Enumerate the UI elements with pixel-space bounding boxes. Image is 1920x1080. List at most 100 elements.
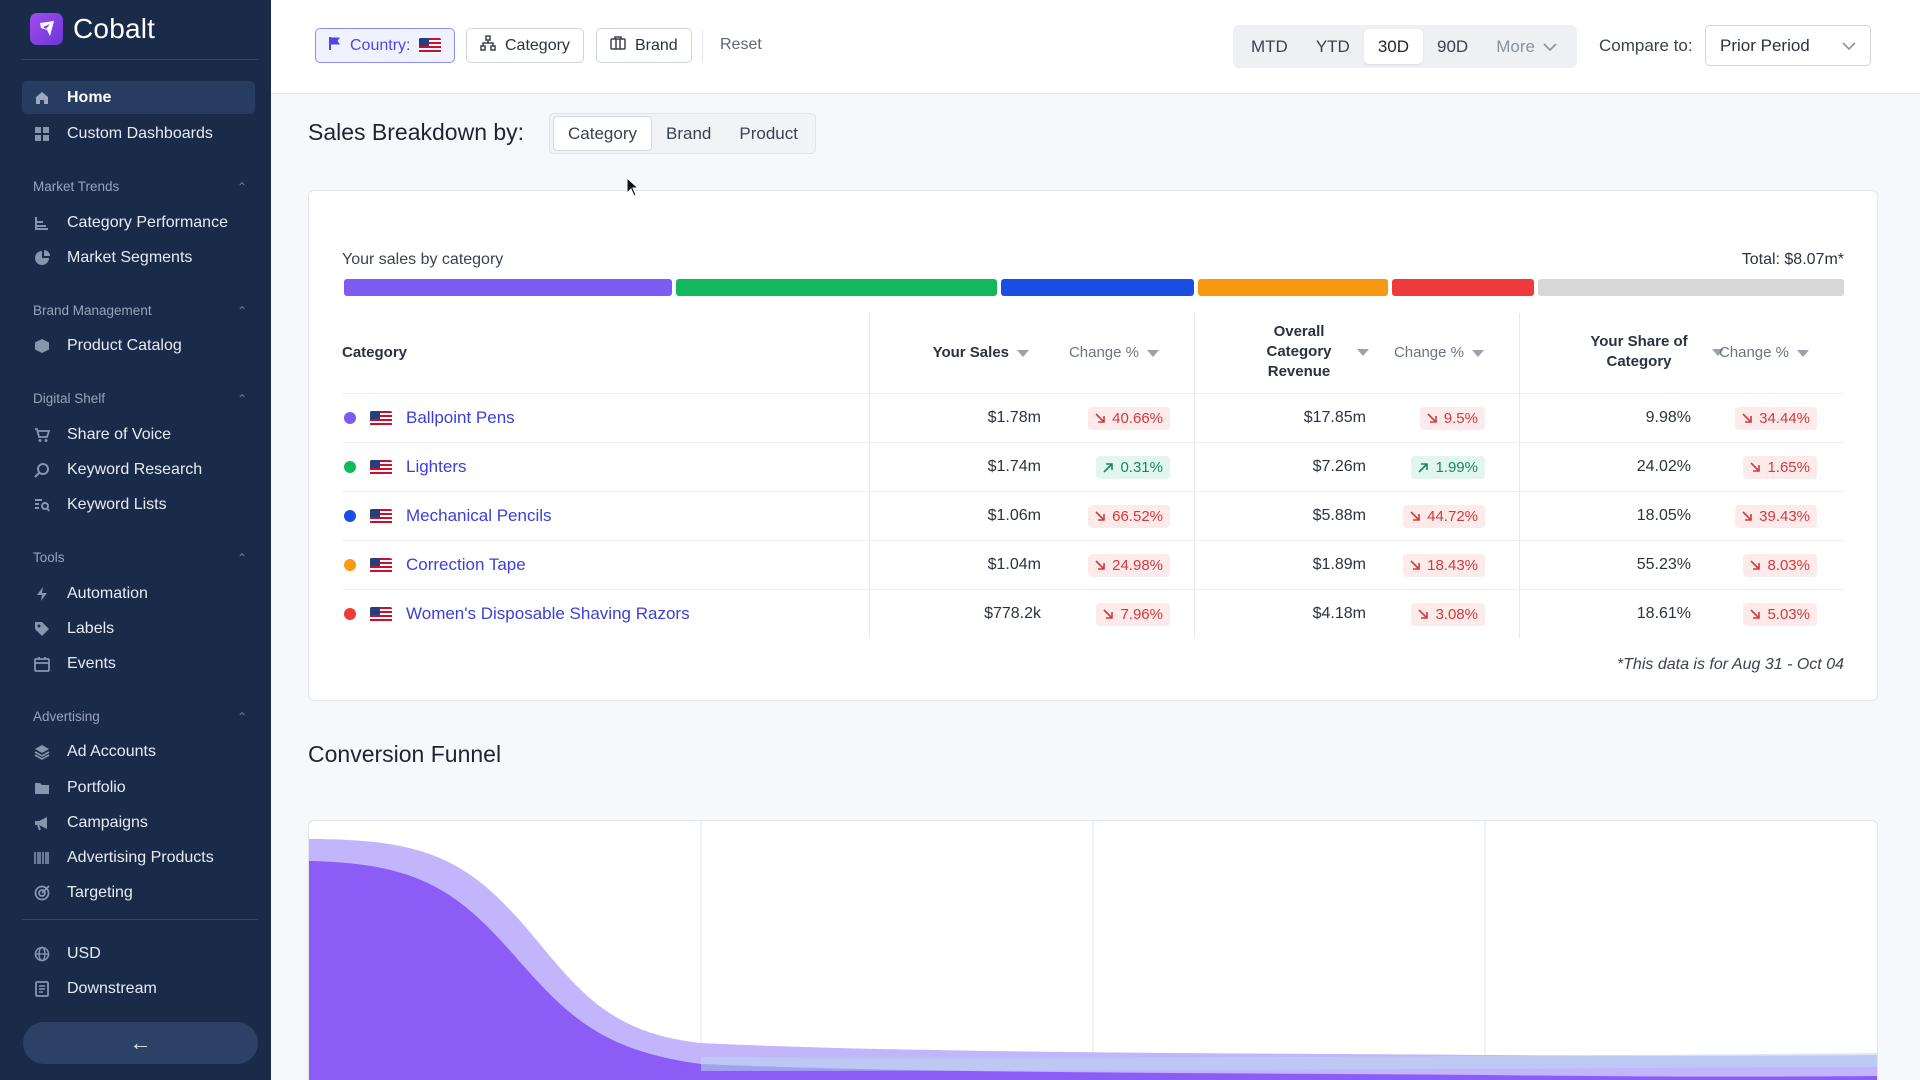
header-revenue-change[interactable]: Change % [1374,343,1484,363]
sidebar-item-usd[interactable]: USD [22,937,255,970]
hierarchy-icon [480,35,496,56]
globe-icon [33,945,51,963]
period-30d-button[interactable]: 30D [1363,29,1424,64]
share-value: 24.02% [1636,458,1691,475]
section-digital-shelf[interactable]: Digital Shelf ⌃ [33,391,247,406]
revenue-change-cell: 18.43% [1375,541,1485,589]
share-cell: 55.23% [1552,541,1691,589]
share-segment-other[interactable] [1538,279,1844,296]
tab-brand[interactable]: Brand [665,123,712,143]
category-link[interactable]: Ballpoint Pens [406,408,515,427]
category-link[interactable]: Mechanical Pencils [406,506,552,525]
brand-filter-label: Brand [635,36,678,54]
sales-by-category-card: Your sales by category Total: $8.07m* Ca… [308,190,1878,701]
folder-icon [33,779,51,797]
header-sales-change[interactable]: Change % [1049,343,1159,363]
header-share-of-category[interactable]: Your Share of Category [1539,332,1724,372]
trend-up-arrow-icon [1418,462,1429,473]
share-segment-mechanical-pencils[interactable] [1001,279,1194,296]
flag-icon [329,36,341,56]
section-title: Digital Shelf [33,391,106,406]
change-badge: 8.03% [1743,553,1817,577]
brand-name: Cobalt [73,13,156,44]
trend-down-arrow-icon [1103,608,1114,620]
header-overall-category-revenue[interactable]: Overall Category Revenue [1229,322,1369,382]
header-share-change[interactable]: Change % [1699,343,1809,363]
sidebar-item-downstream[interactable]: Downstream [22,972,255,1005]
calendar-icon [33,655,51,673]
target-icon [33,884,51,902]
brand-filter-button[interactable]: Brand [596,28,692,63]
share-segment-ballpoint-pens[interactable] [344,279,672,296]
sidebar-item-labels[interactable]: Labels [22,612,255,645]
change-value: 5.03% [1767,605,1810,623]
category-tree-icon [33,214,51,232]
sidebar-item-custom-dashboards[interactable]: Custom Dashboards [22,117,255,150]
change-badge: 34.44% [1735,406,1817,430]
pie-chart-icon [33,249,51,267]
box-icon [33,337,51,355]
period-mtd-button[interactable]: MTD [1251,36,1288,56]
your-sales-cell: $1.06m [902,492,1041,540]
search-icon [33,461,51,479]
overall-revenue-value: $4.18m [1312,605,1366,622]
category-filter-button[interactable]: Category [466,28,584,63]
header-your-sales[interactable]: Your Sales [869,343,1029,363]
sidebar-item-advertising-products[interactable]: Advertising Products [22,841,255,874]
chevron-up-icon: ⌃ [236,550,247,565]
period-90d-button[interactable]: 90D [1437,36,1469,56]
share-segment-razors[interactable] [1392,279,1534,296]
sidebar-item-home[interactable]: Home [22,81,255,114]
category-link[interactable]: Correction Tape [406,555,526,574]
sidebar-item-label: Advertising Products [67,848,214,866]
sidebar-item-targeting[interactable]: Targeting [22,876,255,909]
category-link[interactable]: Lighters [406,457,467,476]
sidebar-item-keyword-research[interactable]: Keyword Research [22,453,255,486]
document-icon [33,980,51,998]
section-brand-management[interactable]: Brand Management ⌃ [33,303,247,318]
section-title: Brand Management [33,303,152,318]
section-tools[interactable]: Tools ⌃ [33,550,247,565]
sidebar-item-label: Events [67,654,116,672]
sidebar-item-market-segments[interactable]: Market Segments [22,241,255,274]
sidebar-item-label: Product Catalog [67,336,182,354]
share-segment-lighters[interactable] [676,279,997,296]
sidebar-item-portfolio[interactable]: Portfolio [22,771,255,804]
sort-caret-icon [1147,349,1159,357]
sidebar-item-product-catalog[interactable]: Product Catalog [22,329,255,362]
sidebar-item-label: Share of Voice [67,425,172,443]
sidebar-item-automation[interactable]: Automation [22,577,255,610]
sort-caret-icon [1712,348,1724,356]
sidebar-item-keyword-lists[interactable]: Keyword Lists [22,488,255,521]
share-segment-correction-tape[interactable] [1198,279,1388,296]
brand-logo[interactable]: Cobalt [30,13,155,45]
change-value: 0.31% [1120,458,1163,476]
section-advertising[interactable]: Advertising ⌃ [33,709,247,724]
collapse-sidebar-button[interactable]: ← [23,1022,258,1064]
funnel-inner-area[interactable] [309,861,1878,1080]
country-filter-button[interactable]: Country: [315,28,456,63]
share-cell: 9.98% [1552,394,1691,442]
header-category[interactable]: Category [342,343,407,363]
section-market-trends[interactable]: Market Trends ⌃ [33,179,247,194]
sidebar-item-share-of-voice[interactable]: Share of Voice [22,418,255,451]
compare-to-label: Compare to: [1599,36,1693,55]
period-ytd-button[interactable]: YTD [1315,36,1350,56]
conversion-funnel-chart [308,820,1878,1080]
sidebar-item-ad-accounts[interactable]: Ad Accounts [22,735,255,768]
compare-to-select[interactable]: Prior Period [1705,25,1871,66]
change-value: 1.99% [1435,458,1478,476]
filter-divider [702,30,703,62]
change-value: 34.44% [1759,409,1810,427]
reset-filters-button[interactable]: Reset [720,36,762,53]
category-link[interactable]: Women's Disposable Shaving Razors [406,604,690,623]
tab-product[interactable]: Product [739,123,798,143]
sidebar: Cobalt Home Custom Dashboards Market Tre… [0,0,271,1080]
sidebar-item-category-performance[interactable]: Category Performance [22,206,255,239]
period-more-dropdown[interactable]: More [1482,29,1571,64]
your-sales-value: $1.06m [987,507,1041,524]
sidebar-item-campaigns[interactable]: Campaigns [22,806,255,839]
sidebar-item-label: Market Segments [67,248,193,266]
sidebar-item-events[interactable]: Events [22,647,255,680]
tab-category[interactable]: Category [553,116,652,151]
